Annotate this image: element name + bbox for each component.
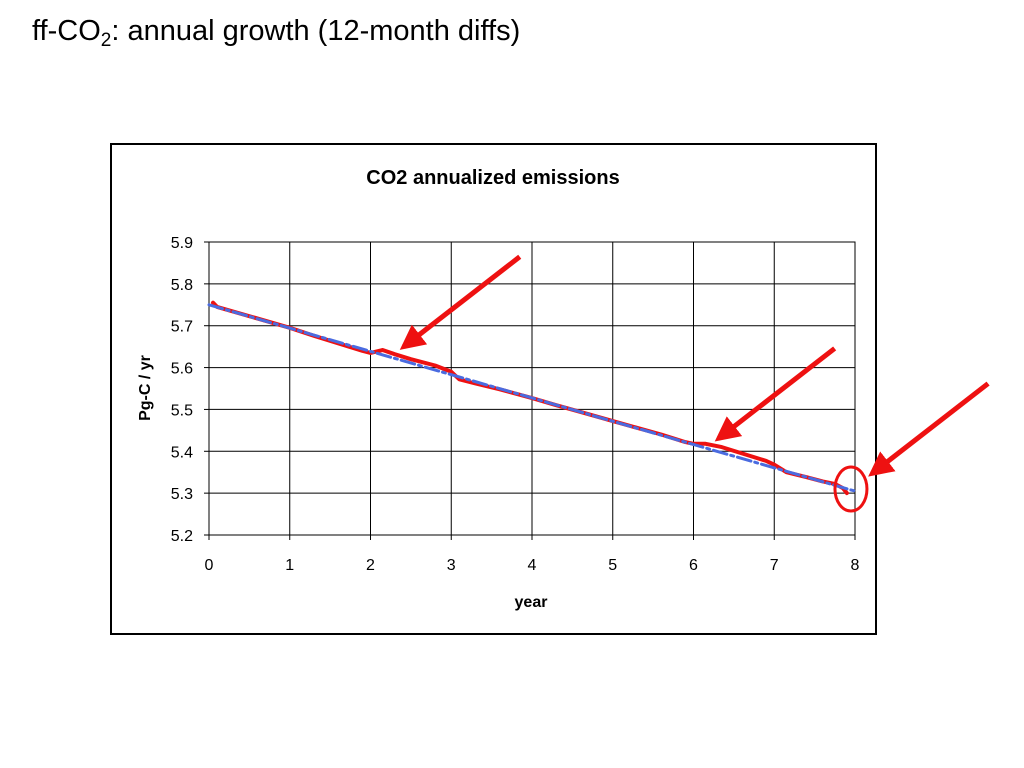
y-tick-label: 5.6 [171,361,193,378]
y-tick-label: 5.2 [171,528,193,545]
x-tick-label: 1 [285,557,294,574]
x-tick-label: 7 [770,557,779,574]
y-axis-label: Pg-C / yr [137,355,154,421]
annotation-arrow [868,381,990,477]
y-tick-label: 5.4 [171,444,193,461]
y-tick-label: 5.8 [171,277,193,294]
x-tick-label: 8 [851,557,860,574]
trend-line [207,303,857,493]
slide-title: ff-CO2: annual growth (12-month diffs) [32,13,521,51]
chart-title: CO2 annualized emissions [366,167,619,189]
slide-title-subscript: 2 [100,30,112,51]
y-tick-label: 5.9 [171,235,193,252]
annotation-circle [833,465,869,513]
annotation-arrow [399,254,522,350]
tick-labels: 0 1 2 3 4 5 6 7 8 5.9 5.8 5.7 5.6 5.5 5.4 5.3 5.2 [171,235,860,574]
gridlines [204,241,856,540]
x-tick-label: 2 [366,557,375,574]
x-tick-label: 6 [689,557,698,574]
x-tick-label: 0 [205,557,214,574]
y-tick-label: 5.7 [171,319,193,336]
slide-title-prefix: ff-CO [32,15,101,47]
y-tick-label: 5.3 [171,486,193,503]
y-tick-label: 5.5 [171,402,193,419]
slide-title-suffix: : annual growth (12-month diffs) [111,15,521,47]
annotation-arrow [714,346,837,442]
x-axis-label: year [515,594,548,611]
x-tick-label: 3 [447,557,456,574]
x-tick-label: 4 [528,557,537,574]
data-series [207,300,857,496]
x-tick-label: 5 [608,557,617,574]
